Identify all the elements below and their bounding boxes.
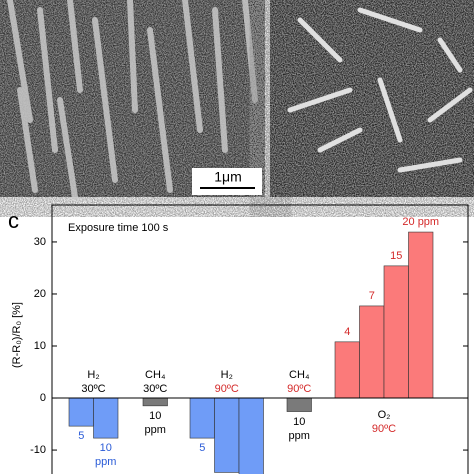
bar [142,397,168,407]
bar-label: 10 ppm [288,415,310,442]
bar [238,397,264,474]
bar-label: 15 [390,249,403,262]
bar-label: 10 ppm [95,442,117,469]
bar-label: 10 ppm [144,409,166,436]
group-condition: 90ºC [371,423,397,436]
bar [286,397,312,412]
y-tick-label: 30 [34,236,46,248]
bar-label: 4 [344,325,351,338]
bars [68,231,434,474]
bar [93,397,119,439]
bar [334,341,360,399]
y-tick-label: -10 [30,444,46,456]
bar [383,265,409,399]
y-tick-label: 10 [34,340,46,352]
y-axis-label: (R-R₀)/R₀ [%] [11,302,23,368]
y-tick-label: 0 [40,392,46,404]
bar [68,397,94,427]
bar [359,305,385,399]
group-name: CH₄ [145,369,166,382]
group-name: CH₄ [289,369,310,382]
group-condition: 30ºC [81,383,106,396]
group-condition: 30ºC [143,383,168,396]
plot-frame [51,204,469,474]
group-condition: 90ºC [287,383,312,396]
group-condition: 90ºC [214,383,239,396]
panel-label: c [8,208,19,233]
bar-label: 5 [199,442,206,455]
y-tick-label: 20 [34,288,46,300]
annotation: Exposure time 100 s [68,222,169,234]
bar-label: 5 [78,430,85,443]
sem-image-left [0,0,265,200]
bar-label: 20 ppm [402,216,440,229]
group-name: H₂ [87,369,100,382]
group-name: H₂ [220,369,233,382]
scale-bar-label: 1μm [214,169,242,185]
bar [214,397,240,473]
bar [189,397,215,439]
sem-image-right [270,0,474,197]
scale-bar: 1μm [192,168,262,195]
bar-label: 7 [368,289,375,302]
bar [408,231,434,399]
group-name: O₂ [377,409,391,422]
